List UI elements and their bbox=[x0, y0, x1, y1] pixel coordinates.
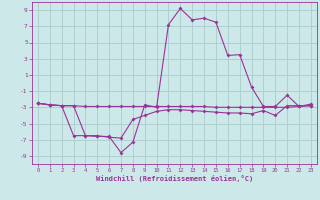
X-axis label: Windchill (Refroidissement éolien,°C): Windchill (Refroidissement éolien,°C) bbox=[96, 175, 253, 182]
